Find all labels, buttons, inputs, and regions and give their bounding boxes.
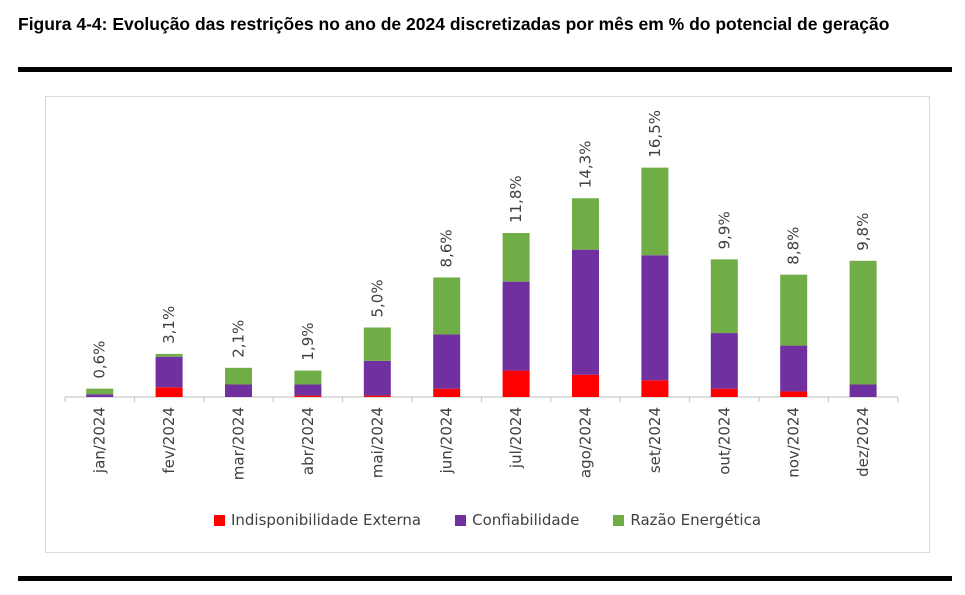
bottom-rule — [18, 576, 952, 581]
legend-label-indisponibilidade: Indisponibilidade Externa — [230, 511, 422, 529]
total-data-label: 9,9% — [715, 211, 733, 249]
total-data-label: 0,6% — [91, 341, 109, 379]
total-data-label: 16,5% — [646, 110, 664, 158]
x-tick-label: jul/2024 — [507, 407, 525, 469]
x-tick-label: out/2024 — [715, 407, 733, 475]
legend-item-razao: Razão Energética — [613, 511, 761, 529]
legend-item-confiabilidade: Confiabilidade — [455, 511, 579, 529]
bar-segment-indisponibilidade — [641, 380, 669, 397]
top-rule — [18, 67, 952, 72]
bar-segment-razao — [294, 370, 322, 385]
legend-label-razao: Razão Energética — [630, 511, 762, 529]
bar-segment-confiabilidade — [225, 384, 252, 397]
x-tick-label: dez/2024 — [854, 407, 872, 477]
total-data-label: 2,1% — [230, 320, 248, 358]
figure-title: Figura 4-4: Evolução das restrições no a… — [18, 14, 890, 34]
bar-segment-confiabilidade — [86, 394, 114, 397]
legend-label-confiabilidade: Confiabilidade — [472, 511, 580, 529]
total-data-label: 5,0% — [368, 279, 386, 317]
x-tick-label: nov/2024 — [785, 407, 803, 478]
legend-item-indisponibilidade: Indisponibilidade Externa — [213, 511, 422, 529]
total-data-label: 9,8% — [854, 213, 872, 251]
total-data-label: 14,3% — [577, 141, 595, 189]
bar-segment-razao — [363, 327, 391, 361]
bar-segment-confiabilidade — [572, 249, 599, 375]
bar-segment-indisponibilidade — [294, 395, 322, 397]
x-tick-label: mai/2024 — [368, 407, 386, 478]
bar-segment-razao — [572, 198, 599, 250]
bar-segment-confiabilidade — [433, 334, 461, 389]
bar-segment-confiabilidade — [155, 356, 183, 388]
total-data-label: 1,9% — [299, 322, 317, 360]
total-data-label: 11,8% — [507, 175, 525, 223]
bar-segment-razao — [433, 277, 461, 335]
total-data-label: 8,6% — [438, 229, 456, 267]
legend-swatch-confiabilidade — [455, 514, 467, 526]
total-data-label: 8,8% — [785, 227, 803, 265]
legend-swatch-razao — [613, 514, 625, 526]
x-tick-label: abr/2024 — [299, 407, 317, 475]
bar-segment-razao — [641, 167, 669, 256]
bar-segment-indisponibilidade — [155, 387, 183, 397]
bar-segment-razao — [502, 232, 530, 282]
total-data-label: 3,1% — [160, 306, 178, 344]
bar-segment-confiabilidade — [641, 255, 669, 381]
chart-area: 0,6% jan/2024 3,1% fev/2024 2,1% mar/2024 1,9%… — [45, 96, 930, 553]
x-tick-label: ago/2024 — [577, 407, 595, 478]
bar-segment-indisponibilidade — [433, 388, 461, 397]
bar-segment-razao — [225, 367, 252, 385]
bar-segment-razao — [155, 353, 183, 357]
x-tick-label: fev/2024 — [160, 407, 178, 474]
bar-segment-indisponibilidade — [502, 370, 530, 397]
bar-segment-confiabilidade — [780, 345, 808, 392]
chart-legend: Indisponibilidade Externa Confiabilidade… — [46, 511, 929, 529]
bar-segment-indisponibilidade — [780, 391, 808, 397]
bar-segment-razao — [710, 259, 738, 334]
x-tick-label: jun/2024 — [438, 407, 456, 474]
bar-segment-confiabilidade — [849, 384, 877, 397]
bar-segment-confiabilidade — [502, 281, 530, 371]
bar-segment-indisponibilidade — [572, 374, 599, 397]
legend-swatch-indisponibilidade — [213, 514, 225, 526]
bar-segment-indisponibilidade — [363, 395, 391, 397]
bar-segment-confiabilidade — [710, 333, 738, 389]
x-tick-label: mar/2024 — [230, 407, 248, 480]
x-tick-label: set/2024 — [646, 407, 664, 473]
bar-segment-razao — [849, 260, 877, 385]
stacked-bar-chart: 0,6% jan/2024 3,1% fev/2024 2,1% mar/2024 1,9%… — [64, 110, 899, 480]
bar-segment-confiabilidade — [294, 384, 322, 396]
bar-segment-razao — [86, 388, 114, 395]
x-tick-label: jan/2024 — [91, 407, 109, 474]
bar-segment-razao — [780, 274, 808, 346]
bar-segment-indisponibilidade — [710, 388, 738, 397]
bar-segment-confiabilidade — [363, 360, 391, 396]
